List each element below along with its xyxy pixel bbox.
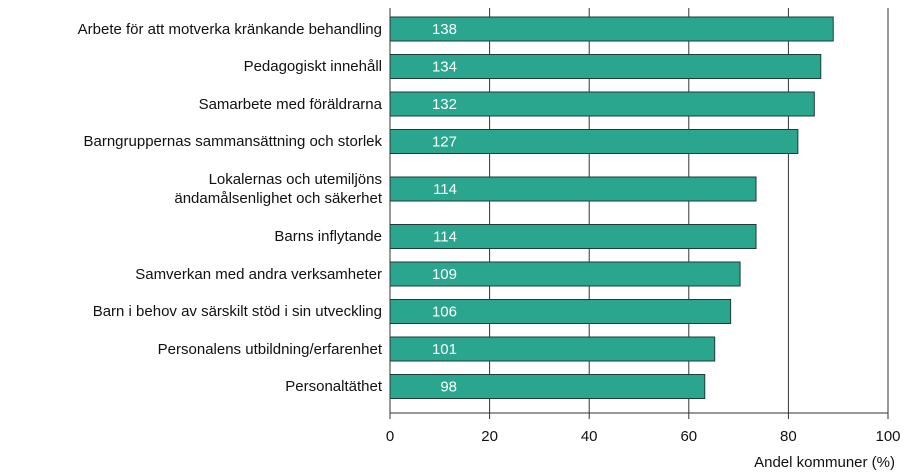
category-label: Lokalernas och utemiljöns ändamålsenligh… — [174, 171, 382, 207]
x-tick-label: 60 — [680, 428, 697, 445]
category-label: Barn i behov av särskilt stöd i sin utve… — [92, 303, 382, 320]
bar-count-label: 134 — [432, 58, 457, 75]
category-label: Personaltäthet — [285, 378, 382, 395]
bar — [389, 54, 822, 79]
category-label: Arbete för att motverka kränkande behand… — [77, 20, 382, 38]
bar-count-label: 98 — [440, 378, 457, 395]
bar-count-label: 138 — [432, 21, 457, 38]
bar — [389, 336, 716, 362]
category-label: Personalens utbildning/erfarenhet — [157, 340, 382, 358]
bar — [389, 224, 757, 249]
category-label: Barngruppernas sammansättning och storle… — [83, 133, 383, 150]
bar-count-label: 106 — [432, 303, 457, 320]
bar — [389, 299, 732, 324]
bar-count-label: 127 — [432, 133, 457, 150]
bar-count-label: 132 — [432, 96, 457, 113]
bar-count-label: 101 — [432, 341, 457, 358]
bar-count-label: 109 — [432, 266, 457, 283]
bar — [389, 91, 815, 117]
x-axis-label: Andel kommuner (%) — [754, 454, 895, 471]
x-tick-label: 20 — [481, 428, 498, 445]
category-label: Samverkan med andra verksamheter — [135, 265, 382, 283]
x-tick-label: 0 — [386, 428, 394, 445]
bar-count-label: 114 — [433, 181, 457, 198]
category-label: Barns inflytande — [274, 228, 382, 245]
bar — [389, 374, 706, 399]
bar-count-label: 114 — [433, 228, 457, 245]
bar — [389, 129, 799, 154]
x-tick-label: 80 — [780, 428, 797, 445]
x-tick-label: 100 — [875, 428, 900, 445]
bar — [389, 16, 834, 42]
x-tick-label: 40 — [581, 428, 598, 445]
category-label: Samarbete med föräldrarna — [198, 95, 382, 113]
bar — [389, 261, 741, 287]
category-label: Pedagogiskt innehåll — [243, 58, 382, 75]
